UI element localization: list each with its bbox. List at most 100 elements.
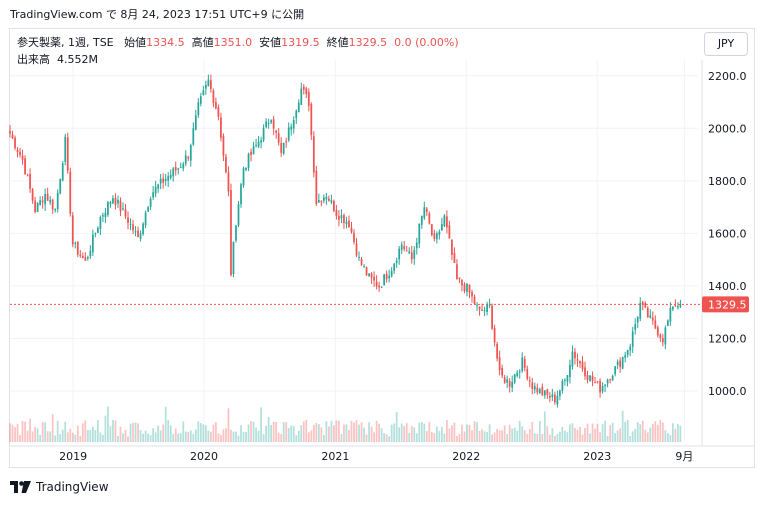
candle-body: [197, 102, 200, 116]
candle-body: [355, 243, 358, 256]
candle-body: [280, 142, 283, 153]
candle-body: [31, 188, 34, 201]
volume-bar: [438, 430, 441, 442]
candle-body: [79, 254, 82, 256]
volume-bar: [636, 422, 639, 442]
candle-body: [584, 367, 586, 377]
candle-body: [353, 232, 355, 243]
candle-body: [122, 208, 124, 210]
volume-bar: [423, 423, 426, 442]
candle-body: [659, 334, 662, 338]
candle-body: [117, 199, 119, 204]
candle-body: [34, 200, 36, 212]
y-tick-label: 1200.0: [708, 332, 747, 345]
candle-body: [641, 301, 644, 305]
volume-bar: [237, 435, 240, 442]
candle-body: [358, 256, 360, 258]
candle-body: [438, 231, 441, 235]
volume-bar: [581, 434, 584, 442]
volume-bar: [508, 424, 511, 442]
volume-bar: [102, 434, 104, 442]
volume-bar: [526, 433, 529, 442]
candle-body: [491, 305, 493, 329]
candle-body: [29, 173, 31, 189]
volume-bar: [586, 423, 589, 442]
last-price-label: 1329.5: [708, 298, 747, 311]
candle-body: [553, 394, 556, 403]
candle-body: [375, 281, 378, 287]
candle-body: [634, 324, 637, 330]
candle-body: [134, 231, 137, 233]
volume-bar: [280, 434, 283, 442]
volume-bar: [579, 426, 581, 442]
candle-body: [393, 263, 396, 271]
volume-bar: [624, 421, 627, 442]
candle-body: [227, 172, 230, 192]
volume-bar: [29, 418, 31, 442]
volume-bar: [207, 430, 210, 442]
candle-body: [232, 241, 235, 275]
volume-bar: [420, 421, 423, 442]
volume-bar: [66, 432, 69, 442]
candle-body: [398, 248, 401, 260]
volume-bar: [531, 421, 534, 442]
candle-body: [433, 233, 436, 239]
volume-bar: [589, 433, 591, 442]
candle-body: [403, 246, 406, 250]
candlestick-chart[interactable]: 2200.0 2000.0 1800.0 1600.0 1400.0 1200.0 1000…: [0, 0, 765, 470]
volume-bar: [107, 406, 109, 442]
candle-body: [222, 136, 225, 156]
candle-body: [127, 217, 129, 224]
candle-body: [84, 257, 87, 261]
candle-body: [370, 273, 373, 278]
volume-bar: [338, 420, 340, 442]
low-label: 安値: [259, 36, 282, 49]
candle-body: [69, 171, 72, 214]
volume-bar: [282, 422, 285, 442]
candle-body: [350, 227, 353, 233]
volume-bar: [265, 425, 267, 442]
candle-body: [343, 215, 345, 224]
candle-body: [365, 267, 368, 276]
volume-bar: [370, 426, 373, 442]
candle-body: [272, 119, 275, 129]
volume-bar: [137, 423, 139, 442]
volume-bar: [204, 425, 207, 442]
volume-bar: [569, 424, 571, 442]
volume-bar: [312, 424, 315, 442]
volume-bar: [626, 419, 629, 442]
candle-body: [604, 384, 606, 387]
footer-branding[interactable]: TradingView: [10, 480, 109, 494]
volume-bar: [194, 429, 197, 442]
volume-bar: [330, 420, 333, 442]
candle-body: [456, 264, 458, 280]
candle-body: [616, 361, 619, 366]
y-tick-label: 1600.0: [708, 227, 747, 240]
candle-body: [496, 343, 499, 359]
last-price-label-bg: [702, 296, 749, 313]
volume-bar: [451, 425, 453, 442]
candle-body: [76, 241, 79, 255]
volume-bar: [353, 422, 355, 442]
volume-bar: [378, 423, 380, 442]
candle-body: [543, 390, 546, 396]
volume-bar: [518, 420, 521, 442]
volume-bar: [79, 435, 82, 442]
volume-bar: [275, 421, 278, 442]
candle-body: [320, 201, 323, 203]
volume-bar: [215, 422, 217, 442]
volume-bar: [413, 427, 416, 442]
candle-body: [172, 168, 175, 177]
candle-body: [574, 351, 576, 359]
candle-body: [212, 90, 215, 104]
candle-body: [385, 273, 388, 280]
volume-bar: [184, 431, 187, 442]
symbol-label[interactable]: 参天製薬, 1週, TSE: [17, 36, 114, 49]
volume-bar: [310, 430, 313, 442]
currency-button[interactable]: JPY: [704, 32, 748, 56]
volume-bar: [659, 419, 662, 442]
candle-body: [430, 224, 433, 236]
candle-body: [312, 136, 315, 173]
volume-bar: [44, 422, 47, 442]
candle-body: [247, 153, 250, 168]
